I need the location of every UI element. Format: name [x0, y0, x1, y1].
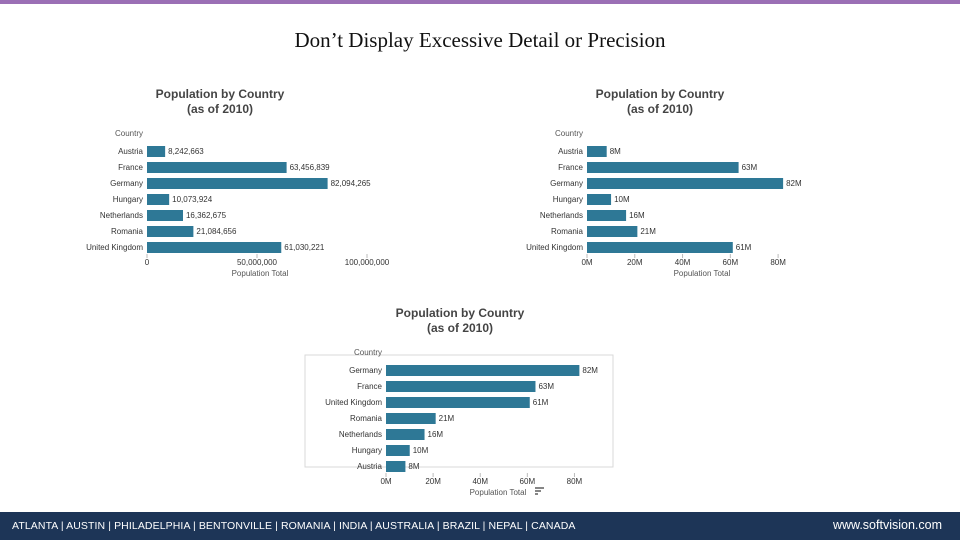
category-label: United Kingdom: [526, 243, 583, 252]
data-label: 16,362,675: [186, 211, 227, 220]
bar[interactable]: [147, 242, 282, 253]
data-label: 63M: [538, 382, 554, 391]
x-tick-label: 40M: [472, 477, 488, 486]
category-label: Germany: [110, 179, 143, 188]
chart-full-precision: Population by Country(as of 2010) Country…: [86, 87, 390, 278]
category-label: Romania: [111, 227, 144, 236]
bar[interactable]: [386, 413, 436, 424]
data-label: 21M: [439, 414, 455, 423]
chart-rounded-millions: Population by Country(as of 2010) Country…: [526, 87, 802, 278]
category-label: United Kingdom: [86, 243, 143, 252]
data-label: 10M: [413, 446, 429, 455]
category-label: Netherlands: [339, 430, 382, 439]
bar[interactable]: [147, 146, 166, 157]
category-label: France: [357, 382, 382, 391]
category-label: Netherlands: [100, 211, 143, 220]
y-axis-label: Country: [354, 348, 382, 357]
y-axis-label: Country: [555, 129, 583, 138]
bar[interactable]: [587, 162, 739, 173]
footer-bar: ATLANTA | AUSTIN | PHILADELPHIA | BENTON…: [0, 512, 960, 540]
data-label: 61M: [533, 398, 549, 407]
bar[interactable]: [386, 429, 425, 440]
x-tick-label: 40M: [675, 258, 691, 267]
x-axis-label: Population Total: [470, 488, 527, 497]
footer-cities: ATLANTA | AUSTIN | PHILADELPHIA | BENTON…: [12, 520, 576, 532]
chart-title: Population by Country: [396, 306, 525, 320]
category-label: United Kingdom: [325, 398, 382, 407]
bar[interactable]: [386, 381, 536, 392]
bar[interactable]: [147, 162, 287, 173]
data-label: 16M: [629, 211, 645, 220]
x-axis-label: Population Total: [674, 269, 731, 278]
category-label: France: [118, 163, 143, 172]
category-label: France: [558, 163, 583, 172]
x-tick-label: 0: [145, 258, 150, 267]
x-tick-label: 20M: [627, 258, 643, 267]
x-tick-label: 50,000,000: [237, 258, 278, 267]
data-label: 61,030,221: [284, 243, 325, 252]
bar[interactable]: [587, 178, 784, 189]
footer-website-link[interactable]: www.softvision.com: [832, 518, 942, 532]
bar[interactable]: [386, 461, 406, 472]
x-tick-label: 60M: [520, 477, 536, 486]
data-label: 61M: [736, 243, 752, 252]
data-label: 21M: [640, 227, 656, 236]
x-tick-label: 60M: [723, 258, 739, 267]
x-axis-label: Population Total: [232, 269, 289, 278]
chart-title: Population by Country: [596, 87, 725, 101]
data-label: 21,084,656: [196, 227, 237, 236]
bar[interactable]: [386, 397, 530, 408]
x-tick-label: 100,000,000: [345, 258, 390, 267]
bar[interactable]: [147, 226, 194, 237]
x-tick-label: 80M: [770, 258, 786, 267]
category-label: Romania: [551, 227, 584, 236]
data-label: 16M: [428, 430, 444, 439]
x-tick-label: 0M: [380, 477, 391, 486]
category-label: Austria: [357, 462, 382, 471]
bar[interactable]: [147, 178, 328, 189]
data-label: 8,242,663: [168, 147, 204, 156]
bar[interactable]: [147, 210, 183, 221]
chart-title: Population by Country: [156, 87, 285, 101]
bar[interactable]: [587, 242, 733, 253]
sort-descending-icon[interactable]: [535, 487, 544, 495]
bar[interactable]: [587, 226, 638, 237]
data-label: 8M: [408, 462, 419, 471]
data-label: 10,073,924: [172, 195, 213, 204]
data-label: 63M: [742, 163, 758, 172]
category-label: Germany: [349, 366, 382, 375]
bar[interactable]: [147, 194, 170, 205]
bar[interactable]: [386, 365, 580, 376]
data-label: 82M: [582, 366, 598, 375]
accent-top-bar: [0, 0, 960, 4]
data-label: 10M: [614, 195, 630, 204]
chart-subtitle: (as of 2010): [187, 102, 253, 116]
bar[interactable]: [587, 194, 612, 205]
x-tick-label: 80M: [567, 477, 583, 486]
chart-subtitle: (as of 2010): [427, 321, 493, 335]
x-tick-label: 0M: [581, 258, 592, 267]
chart-frame: [304, 354, 614, 468]
chart-subtitle: (as of 2010): [627, 102, 693, 116]
category-label: Hungary: [553, 195, 583, 204]
y-axis-label: Country: [115, 129, 143, 138]
slide-title: Don’t Display Excessive Detail or Precis…: [294, 28, 666, 52]
chart-sorted-rounded: Population by Country(as of 2010) Country…: [304, 306, 614, 497]
category-label: Hungary: [113, 195, 143, 204]
bar[interactable]: [587, 210, 627, 221]
category-label: Netherlands: [540, 211, 583, 220]
category-label: Austria: [118, 147, 143, 156]
category-label: Romania: [350, 414, 383, 423]
data-label: 82,094,265: [331, 179, 372, 188]
x-tick-label: 20M: [425, 477, 441, 486]
bar[interactable]: [587, 146, 607, 157]
data-label: 8M: [610, 147, 621, 156]
category-label: Germany: [550, 179, 583, 188]
data-label: 82M: [786, 179, 802, 188]
data-label: 63,456,839: [290, 163, 331, 172]
category-label: Hungary: [352, 446, 382, 455]
bar[interactable]: [386, 445, 410, 456]
category-label: Austria: [558, 147, 583, 156]
